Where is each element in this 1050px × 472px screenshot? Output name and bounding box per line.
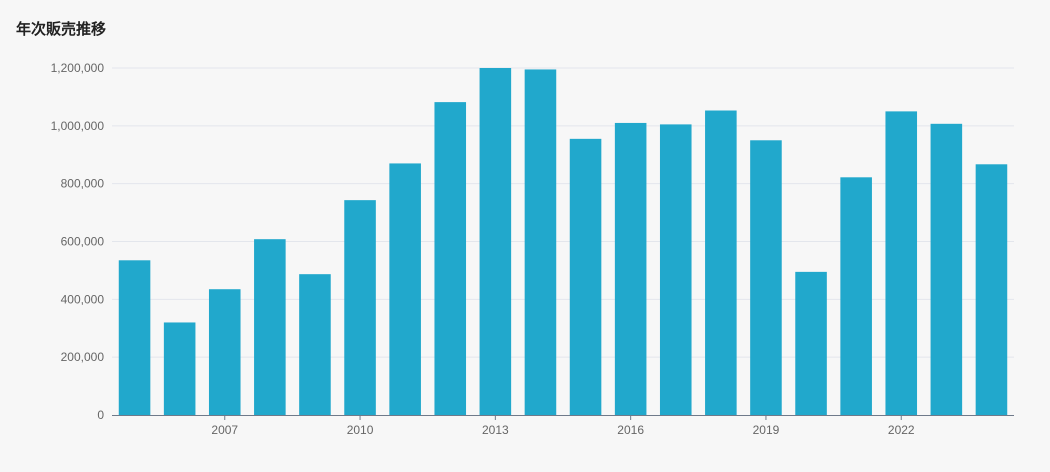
y-tick-label: 400,000: [61, 292, 105, 306]
bar-2016[interactable]: [614, 122, 647, 416]
grid-lines: [112, 67, 1014, 358]
bar-2008[interactable]: [254, 239, 286, 415]
axes: [112, 415, 1014, 420]
chart-title: 年次販売推移: [16, 20, 107, 38]
bar-2007[interactable]: [208, 289, 241, 415]
x-tick-label: 2022: [888, 423, 915, 437]
x-tick-label: 2010: [347, 423, 374, 437]
bar-2015[interactable]: [569, 138, 602, 416]
y-tick-label: 800,000: [61, 177, 105, 191]
bar-2017[interactable]: [659, 124, 692, 415]
bar-2013[interactable]: [479, 68, 512, 415]
bar-2006[interactable]: [163, 322, 196, 415]
bar-2011[interactable]: [389, 163, 421, 415]
bar-2018[interactable]: [705, 110, 737, 415]
x-tick-labels: 2007 2010 2013 2016 2019 2022: [211, 423, 915, 437]
bar-2019[interactable]: [750, 140, 782, 415]
bar-2023[interactable]: [930, 123, 963, 415]
bar-2024[interactable]: [975, 164, 1008, 415]
bar-2022[interactable]: [885, 111, 918, 415]
bar-2020[interactable]: [795, 271, 827, 415]
y-tick-label: 200,000: [61, 350, 105, 364]
x-tick-label: 2013: [482, 423, 509, 437]
bar-2005[interactable]: [118, 260, 151, 415]
bars: [118, 68, 1008, 416]
x-tick-label: 2007: [211, 423, 238, 437]
y-tick-labels: 0 200,000 400,000 600,000 800,000 1,000,000 1,…: [51, 61, 105, 422]
bar-2014[interactable]: [524, 69, 557, 415]
y-tick-label: 1,200,000: [51, 61, 105, 75]
y-tick-label: 600,000: [61, 235, 105, 249]
bar-2021[interactable]: [840, 177, 872, 415]
y-tick-label: 0: [97, 408, 104, 422]
bar-2009[interactable]: [299, 274, 331, 415]
y-tick-label: 1,000,000: [51, 119, 105, 133]
bar-2010[interactable]: [344, 200, 376, 415]
x-tick-label: 2019: [753, 423, 780, 437]
bar-2012[interactable]: [434, 102, 467, 415]
x-tick-label: 2016: [617, 423, 644, 437]
